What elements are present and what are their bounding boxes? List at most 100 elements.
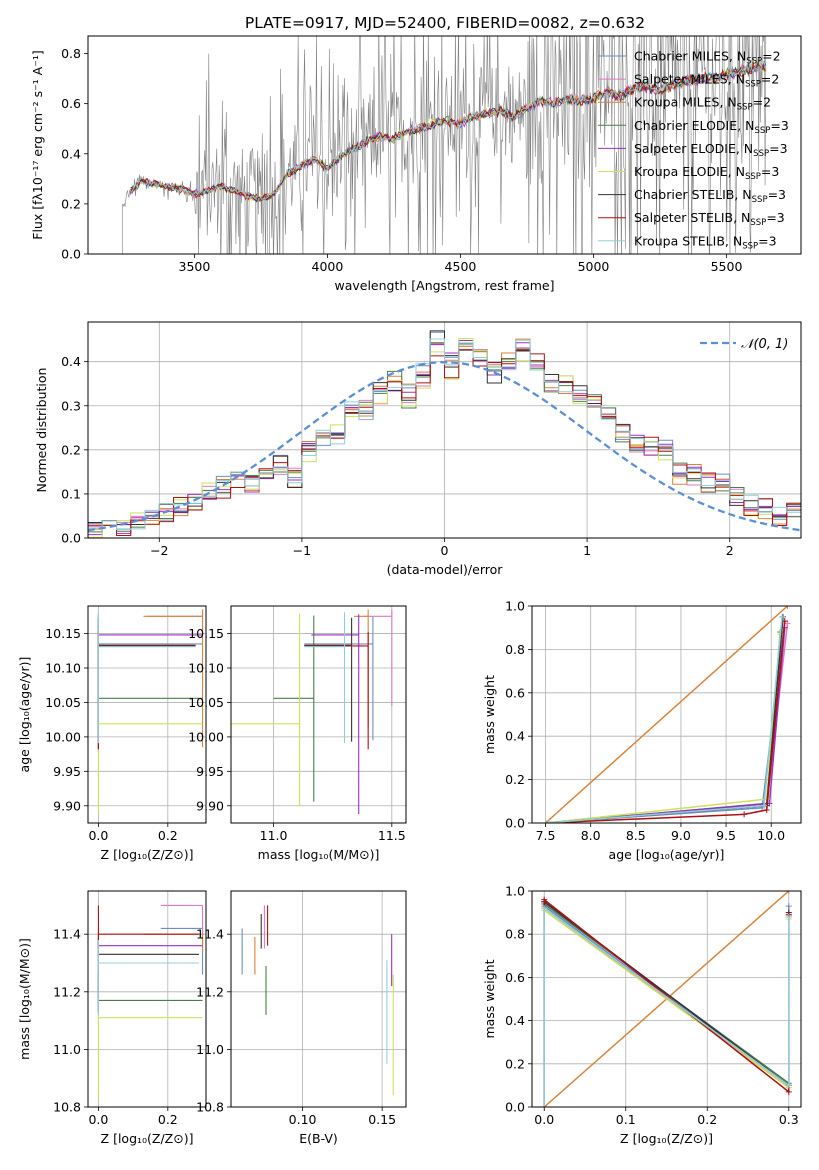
x-tick-label: 4000 bbox=[312, 259, 344, 274]
y-tick-label: 0.0 bbox=[505, 1100, 525, 1115]
normal-curve bbox=[88, 360, 801, 532]
axes-frame bbox=[531, 605, 802, 824]
y-axis-label: mass weight bbox=[482, 675, 497, 754]
model-line-kroupa-stelib bbox=[130, 59, 767, 200]
legend-label-kroupa-elodie: Kroupa ELODIE, NSSP=3 bbox=[634, 164, 779, 182]
y-tick-label: 0.4 bbox=[505, 1013, 525, 1028]
y-tick-label: 0.8 bbox=[505, 927, 525, 942]
panel-residuals: 𝒩(0, 1) −2 −1 0 1 2 0.0 0.1 0.2 0.3 0.4 (data-model… bbox=[34, 321, 802, 577]
legend-label-normal: 𝒩(0, 1) bbox=[741, 337, 788, 352]
x-tick-label: 5000 bbox=[578, 259, 610, 274]
y-tick-label: 0.0 bbox=[61, 531, 81, 546]
x-tick-label: 11.0 bbox=[260, 828, 288, 843]
legend: Chabrier MILES, NSSP=2 Salpeter MILES, NS… bbox=[598, 49, 789, 251]
y-tick-label: 9.90 bbox=[196, 798, 224, 813]
histogram-kroupa-stelib bbox=[88, 338, 801, 531]
panel-mass-vs-Z: 0.0 0.2 10.8 11.0 11.2 11.4 Z [log₁₀(Z/Z⊙)] mas… bbox=[17, 890, 207, 1146]
cumulative-line-kroupa-stelib bbox=[543, 906, 790, 1107]
y-tick-label: 10.10 bbox=[188, 661, 224, 676]
panel-age-vs-Z: 0.0 0.2 9.90 9.95 10.00 10.05 10.10 10.15 Z [log… bbox=[17, 605, 207, 862]
x-tick-label: 3500 bbox=[179, 259, 211, 274]
x-axis-label: wavelength [Angstrom, rest frame] bbox=[334, 278, 554, 293]
y-tick-label: 11.4 bbox=[196, 927, 224, 942]
axes-frame bbox=[230, 605, 407, 824]
y-axis-label: mass weight bbox=[482, 959, 497, 1038]
observed-spectrum-line bbox=[122, 36, 767, 254]
x-axis-label: Z [log₁₀(Z/Z⊙)] bbox=[620, 1131, 713, 1146]
x-tick-label: 5500 bbox=[711, 259, 743, 274]
x-axis-label: E(B-V) bbox=[299, 1131, 338, 1146]
x-tick-label: 0 bbox=[441, 543, 449, 558]
panel-cumulative-mass-vs-Z: 0.0 0.1 0.2 0.3 0.0 0.2 0.4 0.6 0.8 1.0 Z [log₁₀(Z… bbox=[482, 884, 802, 1146]
plot-area bbox=[88, 330, 801, 538]
errorbar-kroupa-stelib bbox=[304, 612, 346, 744]
plot-area bbox=[231, 609, 393, 815]
legend-label-chabrier-miles: Chabrier MILES, NSSP=2 bbox=[634, 49, 781, 67]
x-axis-label: age [log₁₀(age/yr)] bbox=[609, 847, 725, 862]
x-axis-label: Z [log₁₀(Z/Z⊙)] bbox=[101, 1131, 194, 1146]
y-tick-label: 0.0 bbox=[61, 247, 81, 262]
legend-label-chabrier-elodie: Chabrier ELODIE, NSSP=3 bbox=[634, 118, 789, 136]
y-tick-label: 11.0 bbox=[196, 1042, 224, 1057]
y-tick-label: 0.1 bbox=[61, 486, 81, 501]
x-tick-label: 0.0 bbox=[88, 1112, 108, 1127]
y-tick-label: 11.4 bbox=[53, 927, 81, 942]
errorbar-kroupa-stelib bbox=[97, 612, 196, 744]
y-tick-label: 9.95 bbox=[196, 764, 224, 779]
x-tick-label: 9.5 bbox=[716, 828, 736, 843]
y-tick-label: 10.8 bbox=[53, 1100, 81, 1115]
x-tick-label: 7.5 bbox=[536, 828, 556, 843]
y-tick-label: 10.15 bbox=[45, 626, 81, 641]
errorbar-kroupa-stelib bbox=[97, 939, 200, 1015]
y-tick-label: 11.0 bbox=[53, 1042, 81, 1057]
y-tick-label: 10.00 bbox=[45, 729, 81, 744]
y-tick-label: 10.00 bbox=[188, 729, 224, 744]
errorbar-chabrier-stelib bbox=[304, 617, 353, 742]
axes-frame bbox=[87, 35, 802, 255]
plot-area bbox=[122, 36, 767, 254]
x-tick-label: 0.0 bbox=[88, 828, 108, 843]
histogram-salpeter-stelib bbox=[88, 349, 801, 536]
y-tick-label: 10.05 bbox=[45, 695, 81, 710]
y-tick-label: 10.05 bbox=[188, 695, 224, 710]
y-tick-label: 0.8 bbox=[505, 642, 525, 657]
y-tick-label: 0.3 bbox=[61, 398, 81, 413]
y-tick-label: 1.0 bbox=[505, 599, 525, 614]
y-tick-label: 0.2 bbox=[61, 442, 81, 457]
cumulative-line-salpeter-stelib bbox=[545, 621, 786, 823]
y-tick-label: 11.2 bbox=[196, 984, 224, 999]
y-tick-label: 0.6 bbox=[61, 96, 81, 111]
x-tick-label: 0.2 bbox=[158, 1112, 178, 1127]
x-tick-label: 0.0 bbox=[534, 1112, 554, 1127]
errorbar-kroupa-elodie bbox=[97, 1003, 203, 1099]
y-tick-label: 9.90 bbox=[53, 798, 81, 813]
x-tick-label: 0.2 bbox=[697, 1112, 717, 1127]
y-tick-label: 0.4 bbox=[505, 729, 525, 744]
y-tick-label: 0.2 bbox=[505, 1056, 525, 1071]
errorbar-salpeter-stelib bbox=[304, 632, 369, 750]
cumulative-line-kroupa-miles bbox=[545, 606, 788, 823]
y-axis-label: Normed distribution bbox=[34, 368, 49, 493]
legend-label-chabrier-stelib: Chabrier STELIB, NSSP=3 bbox=[634, 187, 786, 205]
errorbar-salpeter-elodie bbox=[311, 614, 360, 815]
x-tick-label: 1 bbox=[583, 543, 591, 558]
plot-area bbox=[541, 891, 792, 1107]
axes-frame bbox=[87, 605, 207, 824]
y-tick-label: 0.0 bbox=[505, 816, 525, 831]
y-axis-label: age [log₁₀(age/yr)] bbox=[17, 657, 32, 773]
axes-frame bbox=[87, 890, 207, 1108]
y-tick-label: 1.0 bbox=[505, 884, 525, 899]
plot-area bbox=[241, 905, 394, 1096]
y-tick-label: 0.6 bbox=[505, 970, 525, 985]
panel-mass-vs-EBV: 0.10 0.15 10.8 11.0 11.2 11.4 E(B-V) bbox=[196, 890, 407, 1146]
legend-label-salpeter-miles: Salpeter MILES, NSSP=2 bbox=[634, 72, 779, 90]
x-tick-label: −2 bbox=[150, 543, 168, 558]
y-tick-label: 11.2 bbox=[53, 984, 81, 999]
x-tick-label: 0.2 bbox=[158, 828, 178, 843]
panel-age-vs-mass: 11.0 11.5 9.90 9.95 10.00 10.05 10.10 10.15 mass… bbox=[188, 605, 407, 862]
x-tick-label: 2 bbox=[726, 543, 734, 558]
y-tick-label: 10.10 bbox=[45, 661, 81, 676]
figure-title: PLATE=0917, MJD=52400, FIBERID=0082, z=0… bbox=[245, 14, 645, 32]
panel-spectrum: Chabrier MILES, NSSP=2 Salpeter MILES, NS… bbox=[30, 35, 802, 293]
y-tick-label: 0.6 bbox=[505, 685, 525, 700]
